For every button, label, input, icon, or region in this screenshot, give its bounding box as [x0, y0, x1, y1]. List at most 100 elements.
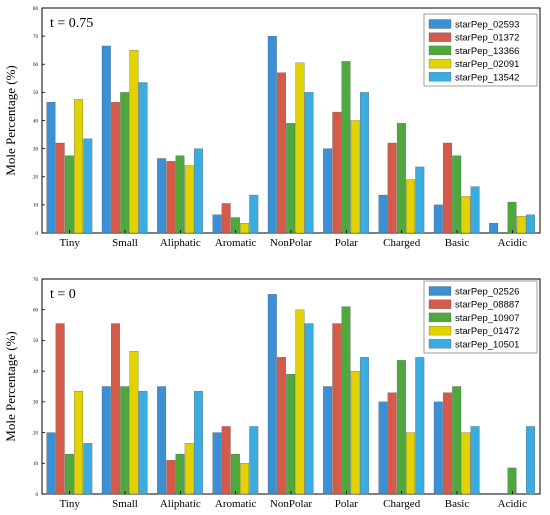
- bar-aliphatic-series-1: [157, 158, 167, 234]
- legend-label: starPep_02593: [455, 20, 519, 31]
- bar-tiny-series-2: [55, 142, 65, 234]
- bar-acidic-series-5: [525, 426, 535, 495]
- bar-nonpolar-series-4: [295, 309, 305, 495]
- bar-small-series-5: [138, 82, 148, 234]
- bar-polar-series-4: [350, 370, 360, 495]
- bar-basic-series-1: [433, 204, 443, 234]
- bar-charged-series-5: [415, 357, 425, 495]
- bar-basic-series-1: [433, 401, 443, 495]
- bar-aliphatic-series-3: [175, 453, 185, 495]
- category-label: Acidic: [498, 237, 527, 249]
- bar-nonpolar-series-3: [286, 374, 296, 495]
- y-tick-label: 30: [33, 147, 39, 152]
- bar-basic-series-4: [461, 196, 471, 234]
- legend-swatch-4: [428, 58, 452, 69]
- time-annotation: t = 0: [50, 287, 76, 302]
- bar-small-series-3: [120, 386, 130, 495]
- bar-polar-series-2: [332, 111, 342, 234]
- chart-panel-1: 0 10 20 30 40 50 60 70 80 Mole Percentage (%) Tiny…: [3, 7, 541, 249]
- category-label: Charged: [383, 498, 421, 510]
- y-tick-label: 40: [33, 119, 39, 124]
- category-label: Aromatic: [215, 498, 257, 510]
- bar-aromatic-series-2: [221, 203, 231, 234]
- bar-charged-series-4: [406, 179, 416, 234]
- bar-small-series-1: [101, 45, 111, 234]
- legend-label: starPep_10501: [455, 339, 519, 350]
- bar-acidic-series-3: [507, 201, 517, 234]
- bar-tiny-series-5: [83, 138, 93, 234]
- legend-swatch-3: [428, 312, 452, 323]
- category-label: Tiny: [59, 237, 80, 249]
- bar-tiny-series-4: [74, 390, 84, 495]
- bar-small-series-5: [138, 390, 148, 495]
- legend: starPep_02526 starPep_08887 starPep_10907s…: [423, 280, 538, 354]
- bar-tiny-series-3: [64, 453, 74, 495]
- bar-aromatic-series-4: [240, 463, 250, 495]
- bar-aromatic-series-1: [212, 214, 222, 234]
- bar-tiny-series-4: [74, 99, 84, 234]
- bar-charged-series-3: [396, 123, 406, 234]
- bar-aliphatic-series-2: [166, 460, 176, 495]
- bar-charged-series-4: [406, 432, 416, 495]
- bar-aliphatic-series-1: [157, 386, 167, 495]
- bar-small-series-4: [129, 50, 139, 234]
- legend-label: starPep_08887: [455, 300, 519, 311]
- legend-label: starPep_10907: [455, 313, 519, 324]
- category-label: Small: [112, 498, 138, 510]
- bar-acidic-series-3: [507, 467, 517, 495]
- y-tick-label: 20: [33, 176, 39, 181]
- bar-polar-series-2: [332, 323, 342, 495]
- bar-aliphatic-series-3: [175, 155, 185, 234]
- bar-charged-series-5: [415, 166, 425, 234]
- bar-basic-series-4: [461, 432, 471, 495]
- bar-polar-series-3: [341, 61, 351, 234]
- bar-charged-series-2: [387, 142, 397, 234]
- bar-small-series-2: [111, 323, 120, 495]
- legend-swatch-4: [428, 325, 452, 336]
- y-tick-label: 70: [33, 278, 39, 283]
- bar-polar-series-1: [323, 148, 333, 234]
- bar-small-series-1: [101, 386, 111, 495]
- category-label: Charged: [383, 237, 421, 249]
- bar-aliphatic-series-4: [184, 443, 194, 495]
- bar-polar-series-4: [350, 120, 360, 234]
- legend-swatch-5: [428, 72, 452, 82]
- category-label: Aliphatic: [160, 237, 201, 249]
- bar-acidic-series-1: [489, 223, 499, 234]
- y-axis-label: Mole Percentage (%): [3, 65, 18, 175]
- bar-tiny-series-2: [55, 323, 65, 495]
- category-label: Basic: [445, 498, 470, 510]
- bar-nonpolar-series-5: [304, 323, 314, 495]
- bar-basic-series-3: [452, 386, 462, 495]
- legend-swatch-1: [428, 286, 452, 296]
- bar-tiny-series-3: [64, 155, 74, 234]
- bar-charged-series-1: [378, 401, 388, 495]
- legend-swatch-2: [428, 299, 452, 309]
- y-tick-label: 10: [33, 204, 39, 209]
- bar-aromatic-series-5: [249, 426, 259, 495]
- y-tick-label: 0: [36, 493, 39, 498]
- bar-nonpolar-series-3: [286, 123, 296, 234]
- y-tick-label: 40: [33, 370, 39, 375]
- legend-label: starPep_01472: [455, 326, 519, 337]
- bar-nonpolar-series-5: [304, 92, 314, 234]
- bar-basic-series-2: [443, 142, 452, 234]
- y-tick-label: 30: [33, 401, 39, 406]
- bar-basic-series-2: [443, 392, 452, 495]
- category-label: Polar: [335, 237, 359, 249]
- y-tick-label: 70: [33, 35, 39, 40]
- legend-swatch-3: [428, 45, 452, 56]
- bar-aliphatic-series-5: [193, 148, 203, 234]
- category-label: Tiny: [59, 498, 80, 510]
- bar-tiny-series-1: [46, 432, 56, 495]
- legend-label: starPep_02526: [455, 287, 519, 298]
- y-tick-label: 60: [33, 63, 39, 68]
- bar-tiny-series-1: [46, 102, 56, 234]
- y-tick-label: 60: [33, 309, 39, 314]
- legend-label: starPep_02091: [455, 59, 519, 70]
- bar-aromatic-series-4: [240, 223, 250, 234]
- category-label: NonPolar: [270, 237, 313, 249]
- bar-basic-series-5: [470, 186, 480, 234]
- bar-aromatic-series-1: [212, 432, 222, 495]
